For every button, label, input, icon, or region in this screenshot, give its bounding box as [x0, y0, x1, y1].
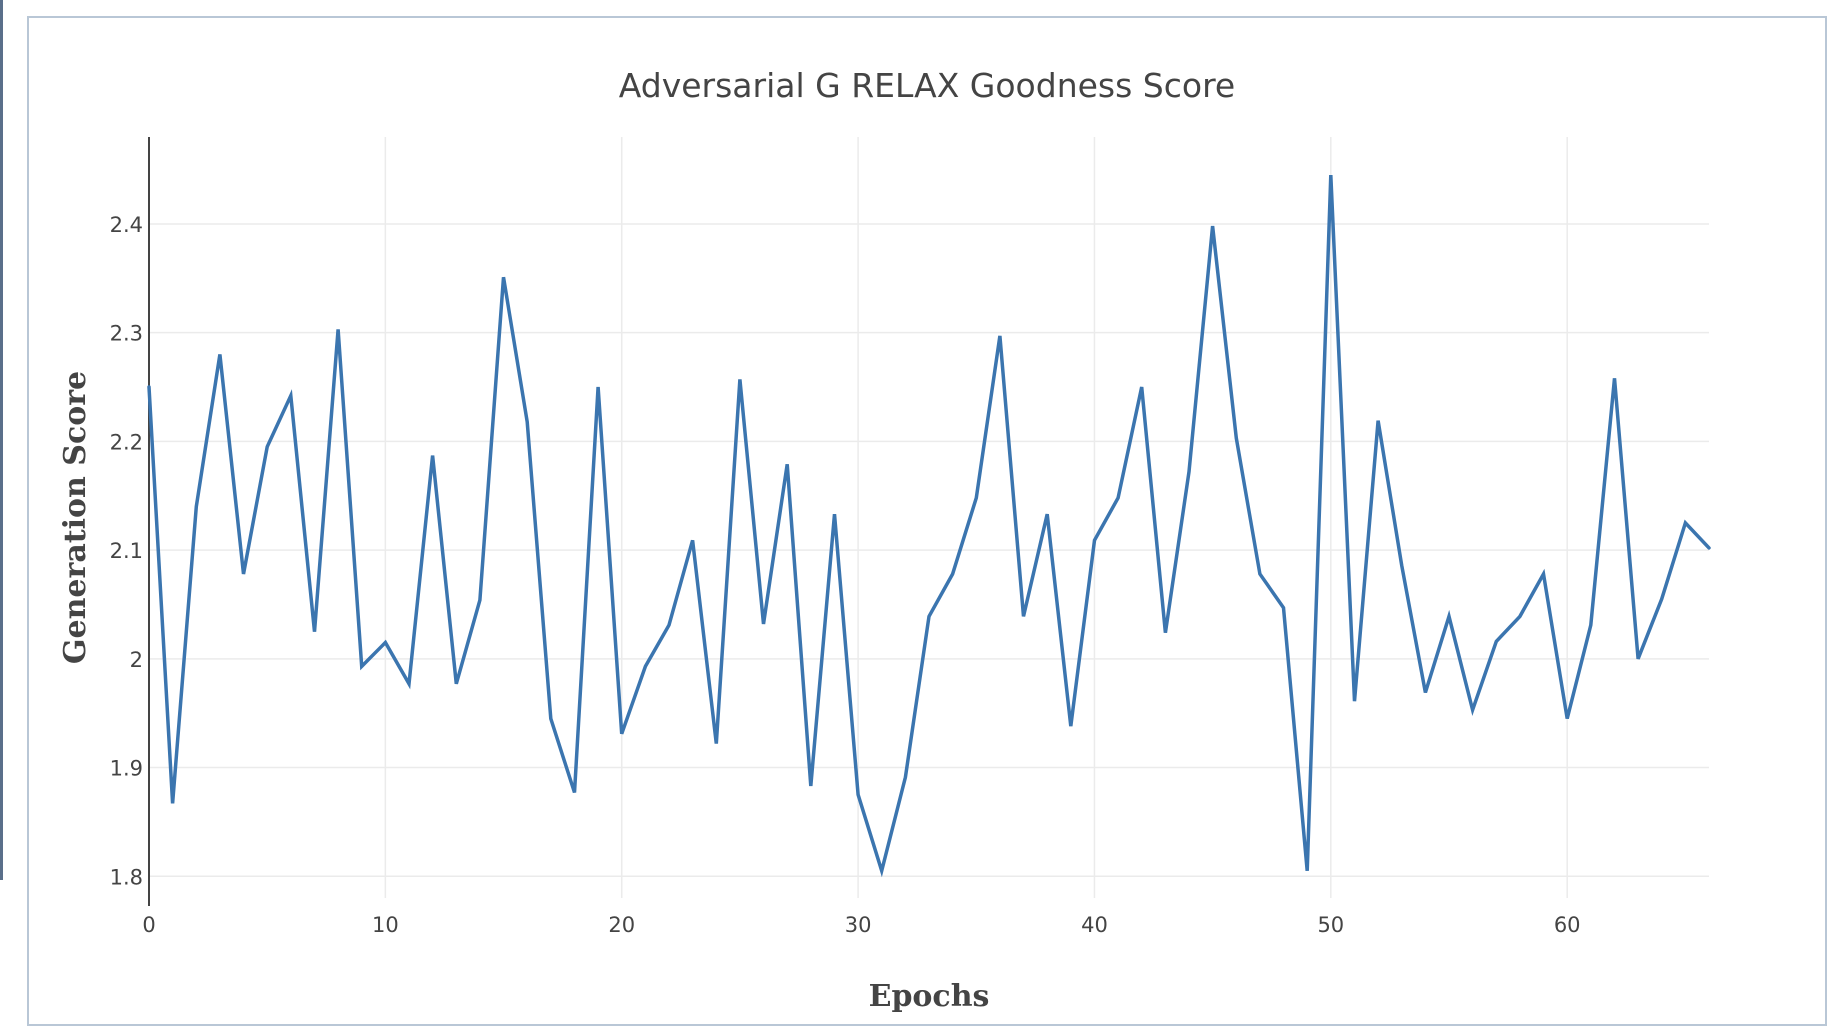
x-axis-title: Epochs	[869, 979, 990, 1014]
y-tick-labels: 1.8 1.9 2 2.1 2.2 2.3 2.4	[110, 213, 143, 889]
y-tick-label: 1.9	[110, 757, 143, 781]
y-tick-label: 1.8	[110, 865, 143, 889]
chart-title: Adversarial G RELAX Goodness Score	[618, 66, 1236, 105]
x-tick-label: 30	[845, 913, 872, 937]
x-tick-label: 60	[1554, 913, 1581, 937]
x-gridlines	[384, 137, 1568, 898]
chart-frame: Adversarial G RELAX Goodness Score	[27, 16, 1827, 1026]
x-tick-label: 50	[1317, 913, 1344, 937]
y-tick-label: 2.4	[110, 213, 143, 237]
x-tick-label: 0	[142, 913, 155, 937]
series-line	[147, 175, 1711, 878]
x-tick-label: 20	[608, 913, 635, 937]
y-tick-label: 2.2	[110, 430, 143, 454]
y-tick-label: 2.1	[110, 539, 143, 563]
y-tick-label: 2.3	[110, 322, 143, 346]
y-gridlines	[149, 223, 1709, 878]
x-tick-label: 10	[372, 913, 399, 937]
y-tick-label: 2	[130, 648, 143, 672]
x-tick-labels: 0 10 20 30 40 50 60	[142, 913, 1580, 937]
x-tick-label: 40	[1081, 913, 1108, 937]
page-edge-bar	[0, 0, 3, 880]
y-axis-title: Generation Score	[58, 371, 93, 664]
